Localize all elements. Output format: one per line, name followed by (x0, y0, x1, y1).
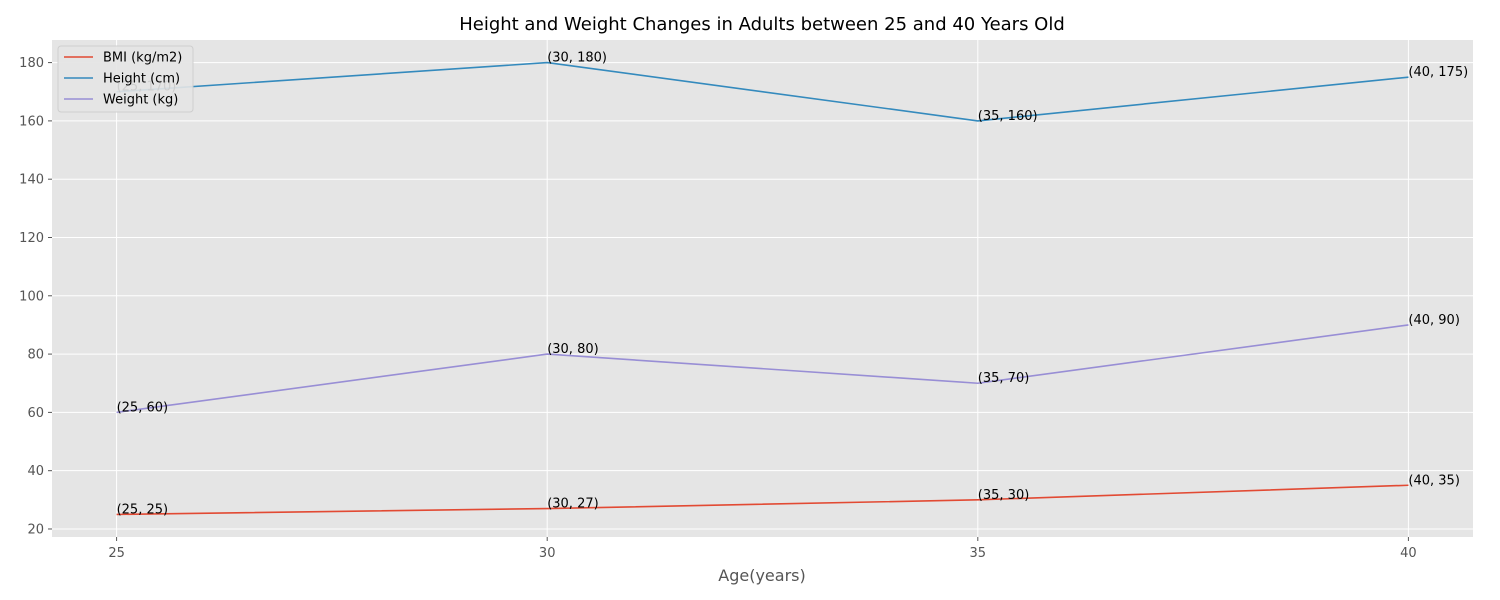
data-label: (30, 180) (547, 51, 607, 66)
y-tick-label: 180 (19, 56, 44, 71)
x-tick-label: 30 (539, 546, 556, 561)
legend: BMI (kg/m2) Height (cm) Weight (kg) (57, 45, 194, 113)
series-layer (116, 61, 1409, 516)
y-tick-label: 140 (19, 173, 44, 188)
legend-entry-label: BMI (kg/m2) (103, 51, 182, 66)
data-label: (40, 175) (1408, 65, 1468, 80)
x-tick-label: 40 (1400, 546, 1417, 561)
data-label: (25, 60) (117, 400, 169, 415)
y-axis-ticks: 20 40 60 80 100 120 140 160 180 (19, 56, 52, 537)
data-label: (35, 30) (978, 488, 1029, 503)
legend-entry-label: Height (cm) (103, 72, 180, 87)
data-label: (25, 25) (117, 502, 169, 517)
y-tick-label: 80 (27, 348, 44, 363)
legend-entry-label: Weight (kg) (103, 93, 178, 108)
y-tick-label: 100 (19, 289, 44, 304)
series-line (116, 324, 1409, 414)
series-line (116, 484, 1409, 516)
x-axis-label: Age(years) (718, 566, 805, 585)
x-tick-label: 25 (108, 546, 125, 561)
plot-area (52, 40, 1473, 537)
data-labels-layer: (25, 25)(30, 27)(35, 30)(40, 35)(25, 170… (117, 51, 1469, 518)
x-axis-ticks: 25 30 35 40 (108, 537, 1417, 561)
data-label: (30, 27) (547, 497, 599, 512)
y-tick-label: 40 (27, 464, 44, 479)
y-tick-label: 120 (19, 231, 44, 246)
series-line (116, 61, 1409, 122)
data-label: (40, 90) (1408, 313, 1460, 328)
chart-title: Height and Weight Changes in Adults betw… (459, 14, 1065, 35)
data-label: (30, 80) (547, 342, 599, 357)
x-tick-label: 35 (970, 546, 987, 561)
y-tick-label: 20 (27, 522, 44, 537)
data-label: (35, 160) (978, 109, 1038, 124)
legend-box (57, 45, 194, 113)
y-tick-label: 160 (19, 114, 44, 129)
grid-lines (52, 40, 1473, 537)
y-tick-label: 60 (27, 406, 44, 421)
data-label: (35, 70) (978, 371, 1029, 386)
data-label: (40, 35) (1408, 473, 1460, 488)
